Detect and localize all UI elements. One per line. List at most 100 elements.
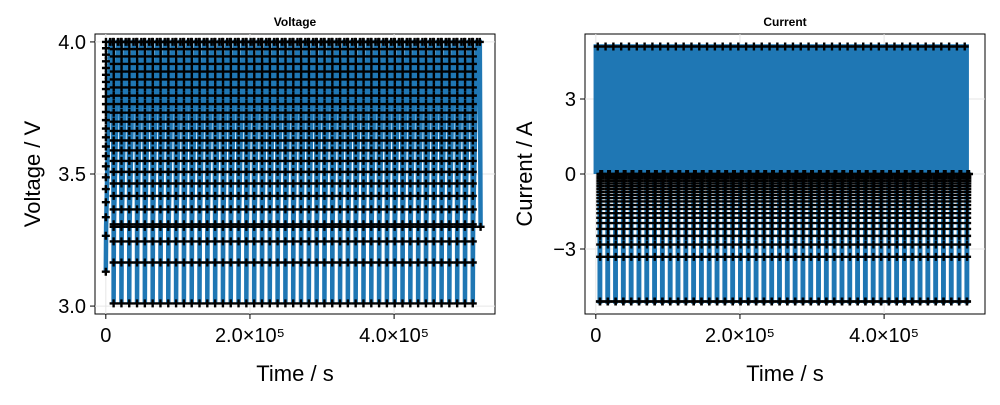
x-tick-label: 0 — [590, 325, 601, 347]
voltage-data-point — [133, 179, 142, 188]
voltage-data-point — [242, 52, 251, 61]
voltage-data-point — [156, 220, 165, 229]
voltage-data-point — [187, 179, 196, 188]
voltage-data-point — [234, 83, 243, 92]
current-data-point — [908, 240, 917, 249]
voltage-data-point — [164, 91, 173, 100]
voltage-data-point — [453, 299, 462, 308]
voltage-data-point — [242, 136, 251, 145]
current-data-point — [890, 42, 899, 51]
voltage-data-point — [211, 299, 220, 308]
voltage-data-point — [453, 83, 462, 92]
voltage-data-point — [406, 117, 415, 126]
voltage-data-point — [422, 91, 431, 100]
voltage-data-point — [164, 136, 173, 145]
voltage-data-point — [304, 59, 313, 68]
current-y-axis-label: Current / A — [512, 121, 537, 226]
voltage-data-point — [461, 191, 470, 200]
voltage-data-point — [328, 299, 337, 308]
voltage-data-point — [359, 108, 368, 117]
current-data-point — [674, 297, 683, 306]
current-data-point — [624, 42, 633, 51]
voltage-data-point — [218, 299, 227, 308]
voltage-data-point — [211, 237, 220, 246]
voltage-data-point — [328, 167, 337, 176]
voltage-data-point — [320, 83, 329, 92]
voltage-data-point — [211, 191, 220, 200]
voltage-data-point — [164, 100, 173, 109]
voltage-data-point — [187, 136, 196, 145]
current-data-point — [656, 42, 665, 51]
voltage-data-point — [328, 146, 337, 155]
voltage-data-point — [211, 59, 220, 68]
voltage-data-point — [218, 136, 227, 145]
voltage-data-point — [242, 45, 251, 54]
current-data-point — [674, 252, 683, 261]
current-data-point — [845, 240, 854, 249]
voltage-data-point — [468, 52, 477, 61]
voltage-data-point — [172, 52, 181, 61]
voltage-data-point — [351, 237, 360, 246]
voltage-data-point — [117, 167, 126, 176]
current-data-point — [775, 297, 784, 306]
voltage-data-point — [211, 91, 220, 100]
voltage-data-point — [289, 156, 298, 165]
voltage-data-point — [117, 59, 126, 68]
voltage-data-point — [304, 299, 313, 308]
current-data-point — [603, 231, 612, 240]
voltage-data-point — [297, 191, 306, 200]
voltage-data-point — [250, 75, 259, 84]
voltage-data-point — [289, 299, 298, 308]
voltage-data-point — [336, 205, 345, 214]
voltage-data-point — [164, 220, 173, 229]
current-data-point — [666, 231, 675, 240]
voltage-data-point — [101, 70, 110, 79]
voltage-data-point — [461, 59, 470, 68]
voltage-data-point — [203, 237, 212, 246]
voltage-data-point — [273, 83, 282, 92]
voltage-data-point — [117, 205, 126, 214]
voltage-data-point — [187, 237, 196, 246]
voltage-data-point — [453, 117, 462, 126]
current-data-point — [682, 240, 691, 249]
voltage-data-point — [281, 205, 290, 214]
voltage-data-point — [359, 83, 368, 92]
current-data-point — [632, 42, 641, 51]
voltage-data-point — [195, 67, 204, 76]
voltage-data-point — [367, 146, 376, 155]
voltage-data-point — [148, 191, 157, 200]
voltage-data-point — [414, 299, 423, 308]
voltage-data-point — [172, 45, 181, 54]
voltage-data-point — [211, 220, 220, 229]
voltage-data-point — [390, 146, 399, 155]
current-data-point — [603, 252, 612, 261]
current-data-point — [908, 297, 917, 306]
current-data-point — [744, 252, 753, 261]
voltage-data-point — [234, 179, 243, 188]
current-data-point — [900, 231, 909, 240]
current-data-point — [736, 297, 745, 306]
voltage-data-point — [164, 205, 173, 214]
voltage-data-point — [320, 191, 329, 200]
voltage-data-point — [117, 91, 126, 100]
current-data-point — [820, 42, 829, 51]
voltage-data-point — [461, 117, 470, 126]
voltage-data-point — [375, 117, 384, 126]
voltage-data-point — [304, 136, 313, 145]
current-data-point — [689, 231, 698, 240]
voltage-data-point — [125, 59, 134, 68]
voltage-data-point — [367, 156, 376, 165]
voltage-data-point — [101, 63, 110, 72]
voltage-data-point — [101, 198, 110, 207]
voltage-data-point — [195, 100, 204, 109]
current-data-point — [752, 297, 761, 306]
voltage-data-point — [367, 299, 376, 308]
current-data-point — [900, 252, 909, 261]
current-data-point — [640, 42, 649, 51]
voltage-data-point — [125, 299, 134, 308]
current-data-point — [913, 42, 922, 51]
current-data-point — [830, 252, 839, 261]
voltage-data-point — [429, 52, 438, 61]
voltage-data-point — [390, 100, 399, 109]
current-data-point — [924, 231, 933, 240]
